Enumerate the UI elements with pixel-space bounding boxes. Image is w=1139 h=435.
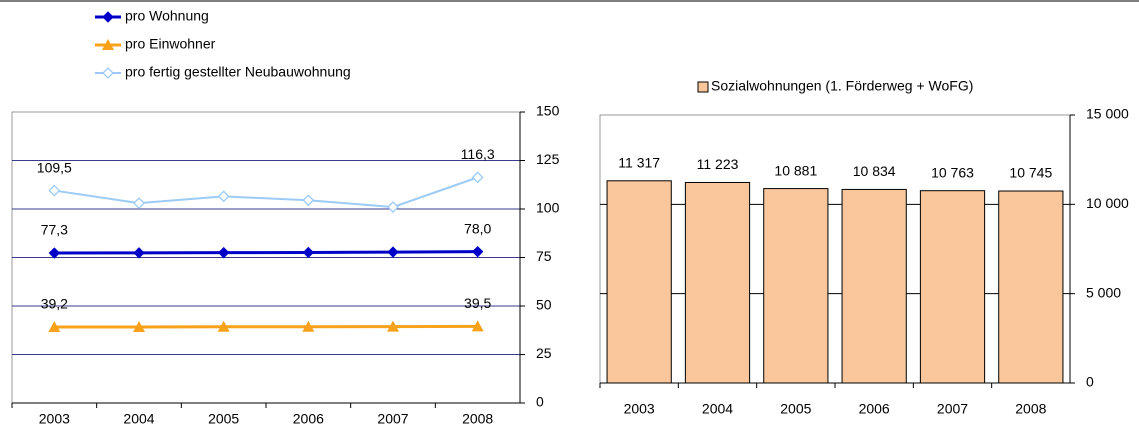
y-tick-label: 75 [536,248,552,264]
data-label: 77,3 [41,222,68,238]
x-tick-label: 2006 [293,411,324,427]
point-marker [133,197,145,210]
point-marker [302,246,315,259]
point-marker [387,246,399,258]
y-tick-label: 10 000 [1086,195,1129,211]
data-label: 10 881 [774,162,817,178]
data-label: 10 745 [1009,165,1052,181]
y-tick-label: 50 [536,297,552,313]
legend-label: pro Wohnung [125,8,209,24]
y-tick-label: 15 000 [1086,106,1129,122]
point-marker [217,246,230,259]
series-line [54,250,478,255]
legend-label: Sozialwohnungen (1. Förderweg + WoFG) [711,78,973,94]
x-tick-label: 2008 [1015,401,1046,417]
x-tick-label: 2006 [859,401,890,417]
point-marker [133,247,145,259]
point-marker [471,320,484,332]
point-marker [387,201,399,213]
point-marker [48,184,61,197]
x-tick-label: 2005 [208,411,239,427]
data-label: 10 763 [931,164,974,180]
x-tick-label: 2004 [123,411,154,427]
data-label: 78,0 [464,220,491,236]
point-marker [217,320,230,332]
series-line [54,176,478,209]
point-marker [471,171,484,184]
data-label: 39,2 [41,296,68,312]
data-label: 11 223 [697,156,739,172]
y-tick-label: 100 [536,200,560,216]
y-tick-label: 150 [536,103,560,119]
bar [684,181,751,384]
bar [998,190,1064,384]
x-tick-label: 2004 [702,401,733,417]
point-marker [471,245,484,258]
point-marker [102,39,114,50]
point-marker [102,67,114,79]
x-tick-label: 2003 [39,411,70,427]
bar [763,188,829,384]
y-tick-label: 0 [1086,374,1094,390]
point-marker [387,320,399,332]
bar [841,188,907,384]
y-tick-label: 0 [536,394,544,410]
legend-label: pro Einwohner [125,36,216,52]
data-label: 11 317 [618,155,660,171]
point-marker [48,320,61,332]
bar [606,180,672,384]
y-tick-label: 5 000 [1086,284,1121,300]
point-marker [102,11,114,23]
y-tick-label: 125 [536,151,560,167]
x-tick-label: 2005 [780,401,811,417]
data-label: 39,5 [464,295,491,311]
point-marker [302,320,315,332]
bar [919,190,986,384]
data-label: 109,5 [37,159,72,175]
x-tick-label: 2003 [624,401,655,417]
point-marker [48,247,61,259]
legend-swatch [697,81,709,93]
point-marker [133,320,145,332]
y-tick-label: 25 [536,345,552,361]
data-label: 10 834 [853,163,896,179]
x-tick-label: 2007 [377,411,408,427]
legend-label: pro fertig gestellter Neubauwohnung [125,64,351,80]
data-label: 116,3 [461,146,495,162]
x-tick-label: 2008 [462,411,493,427]
series-line [54,324,478,329]
point-marker [302,194,315,207]
point-marker [217,190,230,203]
x-tick-label: 2007 [937,401,968,417]
